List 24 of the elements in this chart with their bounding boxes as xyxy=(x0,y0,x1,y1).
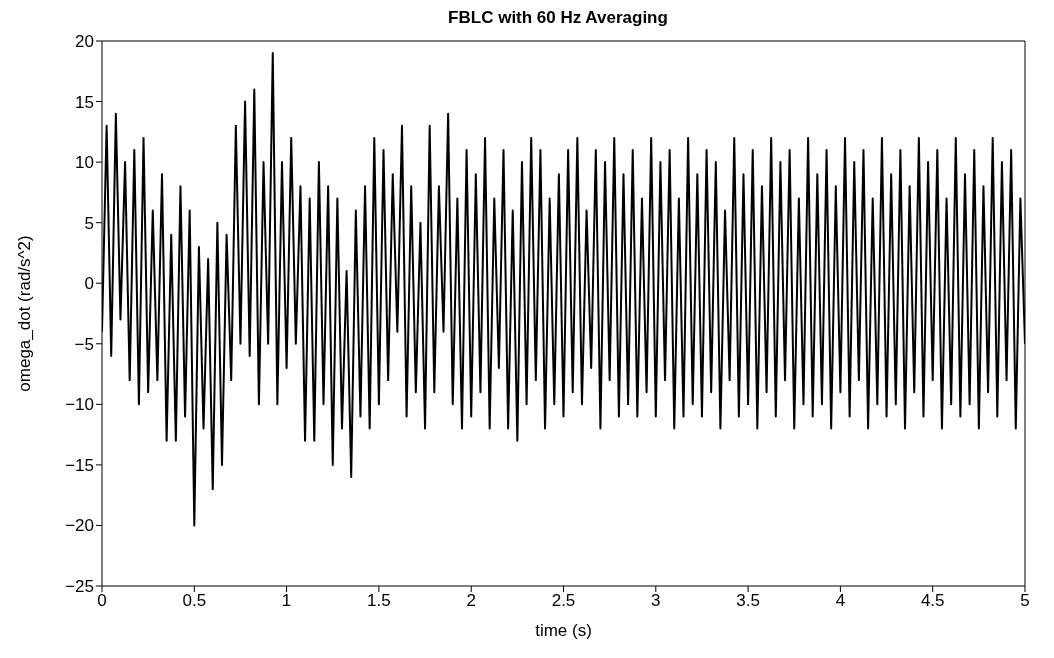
y-tick-label: 5 xyxy=(84,213,94,233)
x-tick-label: 4.5 xyxy=(920,591,945,611)
x-tick-label: 3.5 xyxy=(736,591,760,611)
y-tick-label: −10 xyxy=(65,395,94,415)
x-axis-title: time (s) xyxy=(535,621,592,640)
x-tick-label: 2.5 xyxy=(551,591,576,611)
y-tick-label: 20 xyxy=(75,32,94,52)
y-tick-label: 10 xyxy=(75,153,94,173)
x-tick-label: 3 xyxy=(651,591,661,611)
x-tick-label: 1.5 xyxy=(367,591,391,611)
x-tick-label: 0.5 xyxy=(182,591,207,611)
chart-title: FBLC with 60 Hz Averaging xyxy=(447,8,669,28)
x-tick-label: 4 xyxy=(835,591,846,611)
y-tick-label: 15 xyxy=(75,92,94,112)
y-tick-label: −25 xyxy=(65,577,94,597)
x-tick-label: 1 xyxy=(281,591,292,611)
x-tick-label: 5 xyxy=(1020,591,1030,611)
y-tick-label: −20 xyxy=(65,516,94,536)
y-tick-label: −15 xyxy=(65,455,94,475)
y-axis-title: omega_dot (rad/s^2) xyxy=(15,235,35,392)
y-tick-label: 0 xyxy=(84,274,94,294)
x-tick-label: 2 xyxy=(466,591,476,611)
y-tick-label: −5 xyxy=(74,334,94,354)
x-tick-label: 0 xyxy=(97,591,107,611)
